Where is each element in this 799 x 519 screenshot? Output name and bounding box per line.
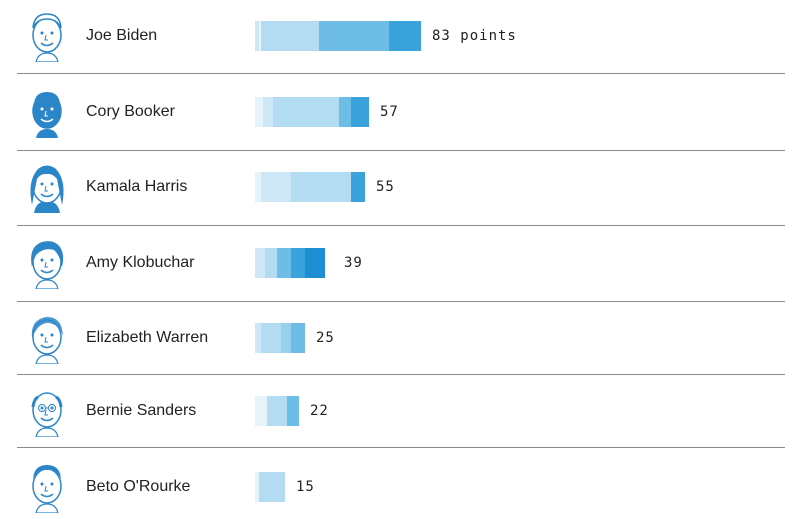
bar-segment: [255, 21, 259, 51]
value-label: 57: [380, 104, 399, 120]
candidate-avatar-icon: [24, 161, 70, 213]
stacked-bar: [255, 472, 285, 502]
row-divider: [17, 73, 785, 74]
candidate-name: Cory Booker: [86, 103, 175, 120]
bar-segment: [261, 21, 319, 51]
candidate-row: Bernie Sanders 22: [0, 381, 799, 441]
value-label: 83 points: [432, 28, 517, 44]
candidate-avatar-icon: [24, 385, 70, 438]
bar-segment: [261, 323, 281, 353]
stacked-bar: [255, 248, 333, 278]
candidate-name: Kamala Harris: [86, 178, 188, 195]
bar-segment: [277, 248, 291, 278]
bar-segment: [329, 21, 389, 51]
bar-segment: [305, 248, 325, 278]
bar-segment: [255, 97, 263, 127]
candidate-name: Bernie Sanders: [86, 402, 197, 419]
candidate-row: Amy Klobuchar 39: [0, 233, 799, 293]
row-divider: [17, 225, 785, 226]
stacked-bar: [255, 21, 421, 51]
bar-segment: [281, 323, 291, 353]
bar-segment: [273, 97, 339, 127]
bar-segment: [255, 323, 261, 353]
bar-segment: [255, 472, 259, 502]
candidate-avatar-icon: [24, 461, 70, 514]
value-label: 22: [310, 403, 329, 419]
value-label: 25: [316, 330, 335, 346]
row-divider: [17, 447, 785, 448]
bar-segment: [263, 97, 273, 127]
value-label: 15: [296, 479, 315, 495]
bar-segment: [287, 396, 299, 426]
bar-segment: [339, 97, 351, 127]
candidate-row: Cory Booker 57: [0, 82, 799, 142]
stacked-bar: [255, 323, 305, 353]
bar-segment: [319, 21, 329, 51]
value-label: 55: [376, 179, 395, 195]
bar-segment: [265, 248, 277, 278]
candidate-avatar-icon: [24, 312, 70, 365]
bar-segment: [255, 248, 265, 278]
bar-segment: [351, 97, 369, 127]
row-divider: [17, 301, 785, 302]
value-label: 39: [344, 255, 363, 271]
row-divider: [17, 150, 785, 151]
stacked-bar: [255, 396, 299, 426]
bar-segment: [291, 248, 305, 278]
bar-segment: [291, 172, 351, 202]
bar-segment: [389, 21, 421, 51]
candidate-row: Joe Biden 83 points: [0, 6, 799, 66]
bar-segment: [351, 172, 365, 202]
row-divider: [17, 374, 785, 375]
stacked-bar: [255, 97, 369, 127]
candidate-row: Kamala Harris 55: [0, 157, 799, 217]
bar-segment: [259, 21, 261, 51]
bar-segment: [267, 396, 287, 426]
candidate-name: Joe Biden: [86, 27, 158, 44]
candidate-name: Amy Klobuchar: [86, 254, 195, 271]
bar-segment: [259, 472, 285, 502]
candidate-name: Beto O'Rourke: [86, 478, 191, 495]
bar-segment: [261, 172, 291, 202]
candidate-row: Elizabeth Warren 25: [0, 308, 799, 368]
bar-segment: [255, 172, 261, 202]
bar-segment: [291, 323, 305, 353]
candidate-name: Elizabeth Warren: [86, 329, 209, 346]
bar-segment: [255, 396, 267, 426]
candidate-avatar-icon: [24, 10, 70, 63]
stacked-bar: [255, 172, 365, 202]
candidate-row: Beto O'Rourke 15: [0, 457, 799, 517]
candidate-avatar-icon: [24, 86, 70, 138]
candidate-avatar-icon: [24, 237, 70, 290]
